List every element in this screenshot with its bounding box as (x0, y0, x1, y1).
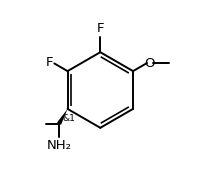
Polygon shape (57, 109, 68, 125)
Text: NH₂: NH₂ (46, 139, 72, 152)
Text: O: O (144, 57, 155, 69)
Text: &1: &1 (62, 114, 75, 123)
Text: F: F (45, 56, 53, 69)
Text: F: F (97, 22, 104, 35)
